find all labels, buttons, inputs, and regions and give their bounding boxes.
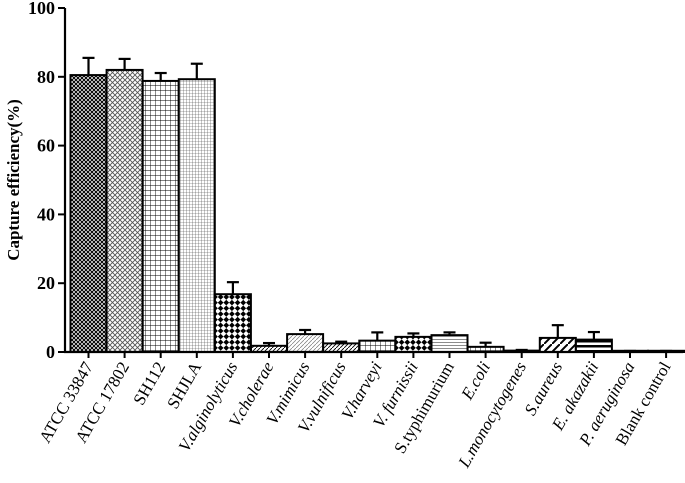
bar-sh112 — [141, 79, 180, 353]
error-bar-sh112 — [154, 71, 167, 81]
bar-v-vulnificus — [322, 342, 361, 353]
error-bar-l-monocytogenes — [515, 348, 528, 352]
y-tick-label: 60 — [37, 136, 55, 156]
bar-v-alginolyticus — [213, 293, 252, 354]
y-tick-label: 40 — [37, 204, 55, 224]
axes-layer — [58, 7, 683, 358]
error-bar-v-vulnificus — [335, 340, 348, 344]
bars-layer — [69, 56, 685, 354]
error-bar-s-typhimurium — [443, 331, 456, 336]
error-bar-shjla — [190, 62, 203, 80]
y-tick-label: 80 — [37, 67, 55, 87]
x-tick-label-e-coli: E.coli — [457, 358, 494, 403]
y-tick-label: 20 — [37, 273, 55, 293]
bar-shjla — [177, 78, 216, 353]
bar-s-aureus — [538, 336, 577, 353]
error-bar-s-aureus — [551, 324, 564, 338]
error-bar-atcc-33847 — [82, 56, 95, 76]
error-bar-v-mimicus — [299, 328, 312, 335]
error-bar-e-akazakii — [587, 330, 600, 340]
error-bar-e-coli — [479, 341, 492, 347]
error-bar-v-furnissii — [407, 332, 420, 337]
bar-atcc-33847 — [69, 74, 108, 354]
y-axis-label: Capture efficiency(%) — [4, 99, 23, 261]
bar-v-harveyi — [358, 339, 397, 354]
bar-v-furnissii — [394, 335, 433, 354]
error-bar-atcc-17802 — [118, 57, 131, 70]
x-tick-label-sh112: SH112 — [129, 359, 169, 409]
y-tick-label: 0 — [46, 342, 55, 362]
bar-e-akazakii — [574, 338, 613, 353]
error-bar-v-cholerae — [263, 341, 275, 346]
error-bar-v-alginolyticus — [226, 281, 239, 295]
bar-s-typhimurium — [430, 334, 469, 354]
error-bar-v-harveyi — [371, 331, 384, 341]
bar-atcc-17802 — [105, 68, 144, 353]
x-tick-label-l-monocytogenes: L.monocytogenes — [454, 358, 530, 471]
y-tick-label: 100 — [28, 0, 55, 18]
bar-v-mimicus — [286, 333, 325, 353]
